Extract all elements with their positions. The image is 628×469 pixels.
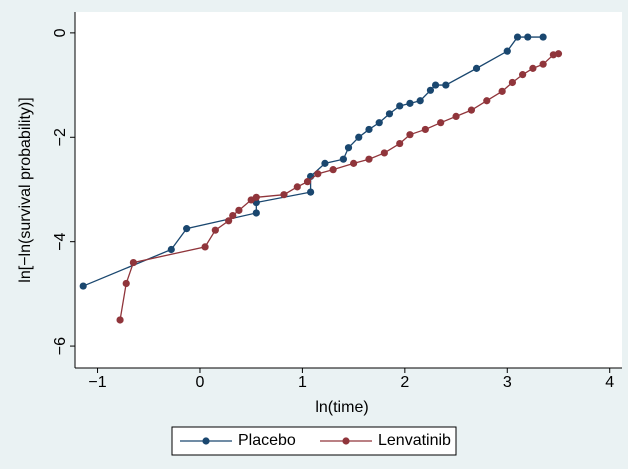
data-point [116, 316, 124, 324]
data-point [498, 87, 506, 95]
data-point [201, 243, 209, 251]
data-point [211, 226, 219, 234]
data-point [355, 133, 363, 141]
data-point [483, 97, 491, 105]
data-point [406, 99, 414, 107]
legend-label: Placebo [238, 432, 296, 449]
data-point [467, 106, 476, 114]
y-tick-label: −2 [52, 128, 69, 146]
data-point [321, 159, 329, 167]
data-point [329, 166, 337, 174]
data-point [306, 188, 315, 196]
data-point [416, 97, 424, 105]
data-point [406, 131, 414, 139]
data-point [344, 144, 353, 152]
data-point [452, 112, 460, 120]
data-point [554, 50, 563, 58]
data-point [350, 159, 358, 167]
data-point [365, 155, 373, 163]
legend-marker [202, 437, 210, 445]
data-point [129, 258, 137, 267]
legend-label: Lenvatinib [378, 432, 451, 449]
data-point [293, 183, 301, 191]
data-point [431, 81, 440, 89]
data-point [365, 125, 373, 134]
data-point [252, 209, 260, 217]
data-point [79, 282, 87, 290]
y-tick-label: −4 [52, 232, 69, 250]
x-tick-label: 0 [196, 374, 205, 391]
data-point [380, 149, 388, 157]
data-point [396, 102, 404, 110]
x-tick-label: 4 [605, 374, 614, 391]
data-point [122, 279, 130, 288]
y-axis-title: ln[−ln(survival probability)] [17, 97, 34, 282]
data-point [235, 206, 243, 214]
data-point [513, 33, 522, 41]
legend-marker [342, 437, 350, 445]
data-point [539, 60, 547, 68]
data-point [339, 155, 347, 163]
data-point [437, 119, 445, 127]
data-point [421, 125, 429, 134]
data-point [225, 217, 233, 225]
data-point [167, 245, 175, 254]
data-point [280, 191, 288, 199]
data-point [519, 71, 527, 79]
data-point [529, 64, 537, 72]
data-point [385, 110, 394, 118]
data-point [503, 47, 511, 55]
data-point [314, 170, 322, 178]
data-point [426, 86, 435, 94]
data-point [183, 225, 191, 233]
data-point [539, 33, 547, 41]
data-point [442, 81, 450, 89]
data-point [396, 139, 404, 148]
data-point [229, 211, 237, 220]
data-point [303, 178, 312, 186]
x-tick-label: 3 [503, 374, 512, 391]
x-tick-label: 1 [298, 374, 307, 391]
y-tick-label: −6 [52, 337, 69, 355]
x-axis-title: ln(time) [315, 399, 368, 416]
data-point [472, 64, 481, 72]
x-tick-label: 2 [400, 374, 409, 391]
y-tick-label: 0 [52, 28, 69, 37]
data-point [508, 78, 516, 87]
data-point [524, 33, 532, 41]
x-tick-label: −1 [88, 374, 106, 391]
data-point [252, 193, 260, 201]
data-point [375, 119, 383, 127]
